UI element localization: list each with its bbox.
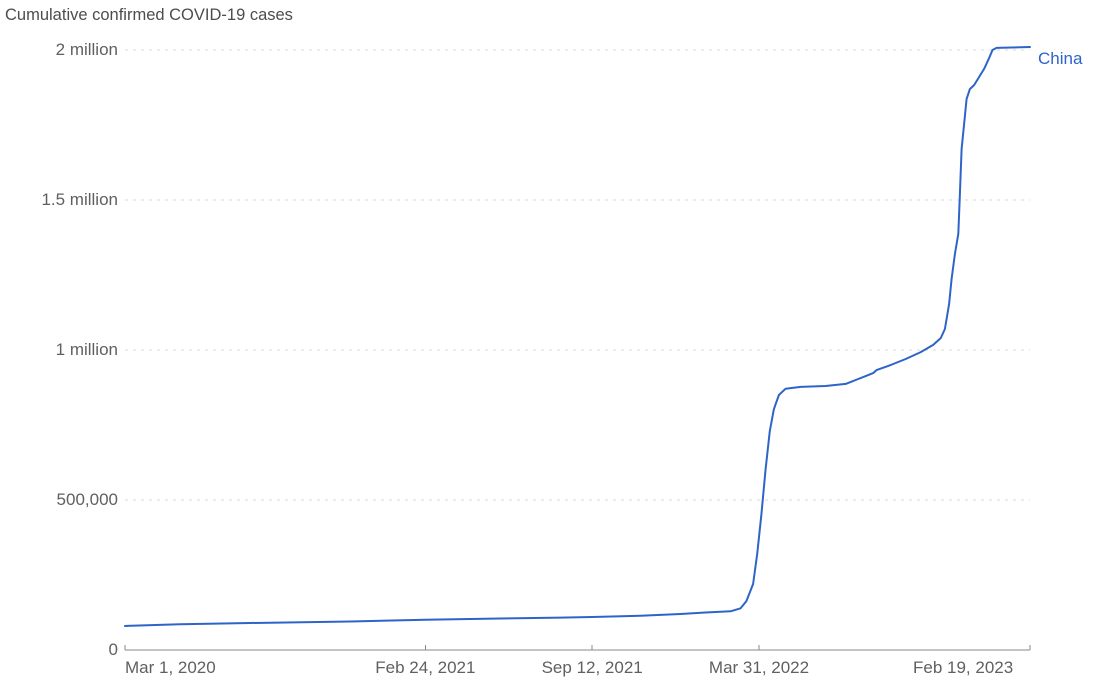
x-axis-tick-label: Sep 12, 2021 bbox=[541, 658, 643, 677]
y-axis-tick-label: 2 million bbox=[55, 40, 118, 59]
x-axis-tick-label: Feb 24, 2021 bbox=[375, 658, 476, 677]
x-axis-tick-label: Feb 19, 2023 bbox=[913, 658, 1014, 677]
y-axis-tick-label: 1.5 million bbox=[41, 190, 118, 209]
y-axis-tick-label: 0 bbox=[108, 640, 118, 659]
y-axis-tick-label: 500,000 bbox=[56, 490, 118, 509]
chart-title: Cumulative confirmed COVID-19 cases bbox=[5, 6, 293, 24]
y-axis-tick-label: 1 million bbox=[55, 340, 118, 359]
series-label-china[interactable]: China bbox=[1038, 49, 1083, 68]
series-line-china[interactable] bbox=[124, 46, 1031, 627]
x-axis-tick-label: Mar 1, 2020 bbox=[125, 658, 216, 677]
x-axis-tick-label: Mar 31, 2022 bbox=[708, 658, 810, 677]
